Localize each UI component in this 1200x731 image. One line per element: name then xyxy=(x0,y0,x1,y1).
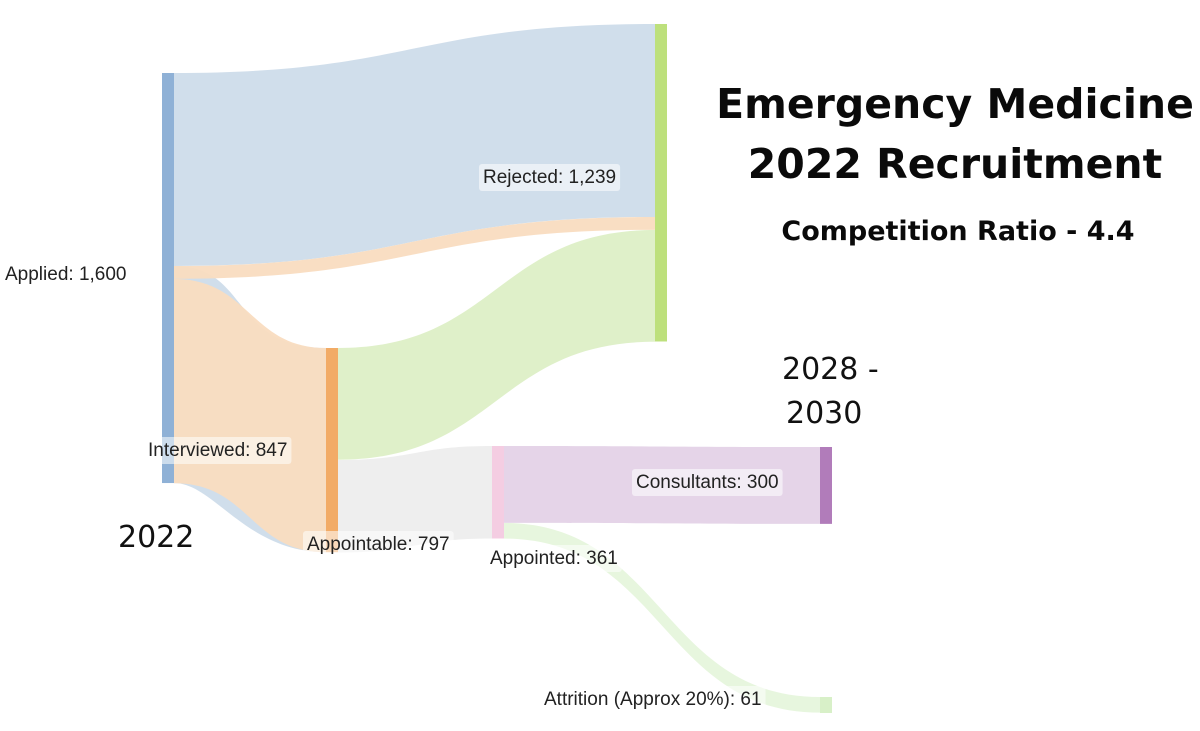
node-label-appointed: Appointed: 361 xyxy=(490,548,618,569)
link-appointable-to-rejected xyxy=(338,230,655,460)
node-rejected xyxy=(655,24,667,342)
node-label-bg-rejected xyxy=(479,164,621,191)
node-appointed xyxy=(492,446,504,539)
node-attrition xyxy=(820,697,832,713)
chart-title: Emergency Medicine xyxy=(716,80,1194,128)
sankey-node-labels: Applied: 1,600 Interviewed: 847 Appointabl… xyxy=(1,164,783,713)
node-interviewed xyxy=(162,266,174,484)
node-label-interviewed: Interviewed: 847 xyxy=(148,440,287,461)
node-label-consultants: Consultants: 300 xyxy=(636,472,779,493)
node-label-applied: Applied: 1,600 xyxy=(5,264,127,285)
node-label-bg-appointable xyxy=(303,531,454,558)
sankey-links xyxy=(174,24,820,713)
node-label-bg-applied xyxy=(1,261,131,288)
chart-subtitle: Competition Ratio - 4.4 xyxy=(781,216,1135,247)
start-year-label: 2022 xyxy=(118,520,195,555)
link-appointable-to-appointed xyxy=(338,446,492,553)
node-label-bg-consultants xyxy=(632,469,783,496)
node-consultants xyxy=(820,447,832,524)
link-interviewed-to-appointable xyxy=(174,279,326,553)
link-applied-to-rejected xyxy=(174,24,655,266)
node-label-attrition: Attrition (Approx 20%): 61 xyxy=(544,689,762,710)
chart-title-line-2: 2022 Recruitment xyxy=(747,140,1163,188)
node-label-bg-interviewed xyxy=(144,437,292,464)
node-label-rejected: Rejected: 1,239 xyxy=(483,167,616,188)
sankey-nodes xyxy=(162,24,832,713)
node-label-appointable: Appointable: 797 xyxy=(307,534,450,555)
node-appointable xyxy=(326,348,338,553)
node-label-bg-attrition xyxy=(540,686,766,713)
link-interviewed-to-rejected xyxy=(174,217,655,279)
end-year-label-line-1: 2028 - xyxy=(782,352,879,387)
node-label-bg-appointed xyxy=(486,545,622,572)
link-appointed-to-attrition xyxy=(504,523,820,713)
end-year-label-line-2: 2030 xyxy=(786,396,863,431)
